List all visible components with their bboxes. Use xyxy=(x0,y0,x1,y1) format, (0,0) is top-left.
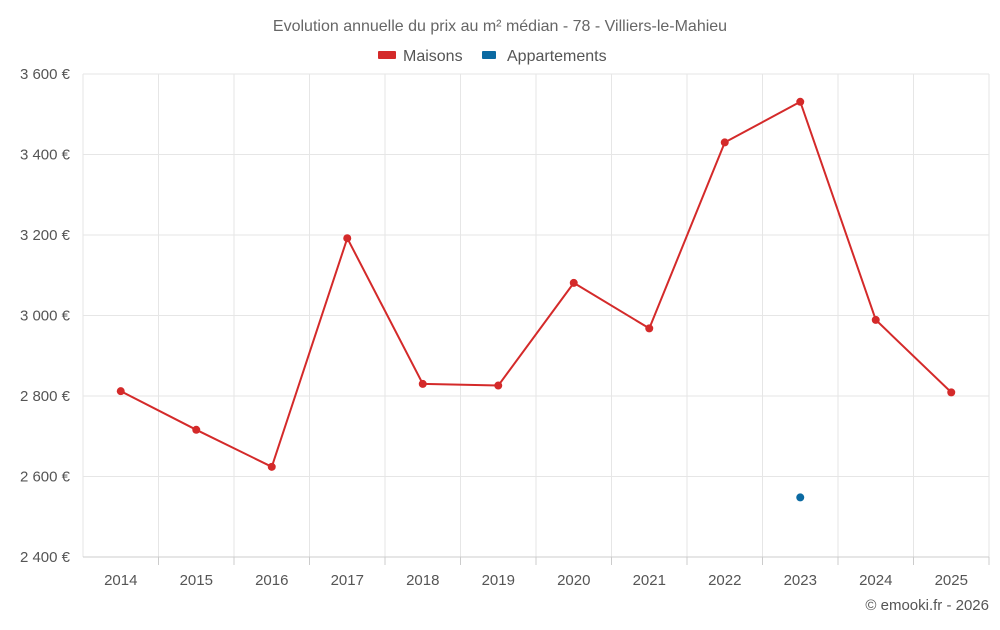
x-tick-label: 2014 xyxy=(104,572,137,589)
data-point-maisons[interactable] xyxy=(267,462,276,471)
y-tick-label: 2 400 € xyxy=(20,549,71,566)
x-tick-label: 2018 xyxy=(406,572,439,589)
x-tick-label: 2021 xyxy=(633,572,666,589)
legend-swatch-appartements xyxy=(482,51,496,59)
data-point-maisons[interactable] xyxy=(343,234,352,243)
y-tick-label: 3 600 € xyxy=(20,66,71,83)
y-tick-label: 2 800 € xyxy=(20,388,71,405)
y-tick-label: 3 000 € xyxy=(20,308,71,325)
data-point-maisons[interactable] xyxy=(871,315,880,324)
y-tick-label: 2 600 € xyxy=(20,469,71,486)
legend-item-appartements[interactable]: Appartements xyxy=(482,48,607,65)
x-tick-label: 2015 xyxy=(180,572,213,589)
legend: Maisons Appartements xyxy=(378,48,607,65)
series-line-maisons xyxy=(120,100,952,468)
x-tick-label: 2024 xyxy=(859,572,892,589)
data-point-appartements[interactable] xyxy=(796,493,805,502)
data-point-maisons[interactable] xyxy=(192,425,201,434)
data-point-maisons[interactable] xyxy=(645,324,654,333)
data-point-maisons[interactable] xyxy=(116,387,125,396)
x-tick-label: 2019 xyxy=(482,572,515,589)
data-point-maisons[interactable] xyxy=(418,379,427,388)
x-tick-label: 2022 xyxy=(708,572,741,589)
data-point-maisons[interactable] xyxy=(494,381,503,390)
chart-title: Evolution annuelle du prix au m² médian … xyxy=(273,18,727,35)
x-tick-label: 2016 xyxy=(255,572,288,589)
grid xyxy=(82,73,990,557)
credit-text: © emooki.fr - 2026 xyxy=(865,597,989,614)
legend-label-appartements: Appartements xyxy=(507,48,607,65)
data-point-maisons[interactable] xyxy=(796,97,805,106)
data-point-maisons[interactable] xyxy=(720,138,729,147)
axes: 2 400 € 2 600 € 2 800 € 3 000 € 3 200 € 3 400… xyxy=(20,66,990,589)
x-tick-label: 2023 xyxy=(784,572,817,589)
legend-label-maisons: Maisons xyxy=(403,48,463,65)
legend-swatch-maisons xyxy=(378,51,396,59)
legend-item-maisons[interactable]: Maisons xyxy=(378,48,463,65)
series xyxy=(116,97,956,502)
x-tick-label: 2020 xyxy=(557,572,590,589)
y-tick-label: 3 400 € xyxy=(20,147,71,164)
data-point-maisons[interactable] xyxy=(569,278,578,287)
x-tick-label: 2017 xyxy=(331,572,364,589)
x-tick-label: 2025 xyxy=(935,572,968,589)
y-tick-label: 3 200 € xyxy=(20,227,71,244)
data-point-maisons[interactable] xyxy=(947,388,956,397)
